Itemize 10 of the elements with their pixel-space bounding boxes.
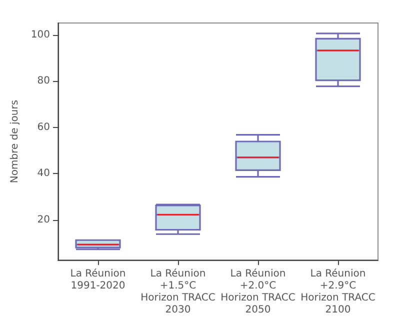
y-tick-label: 40 [37, 168, 50, 180]
y-axis-title: Nombre de jours [10, 100, 21, 184]
y-tick-label: 60 [37, 122, 50, 133]
x-tick-label: La Réunion +1.5°C Horizon TRACC 2030 [140, 268, 216, 316]
x-tick-label: La Réunion +2.0°C Horizon TRACC 2050 [220, 268, 296, 316]
x-tick-label: La Réunion +2.9°C Horizon TRACC 2100 [300, 268, 376, 316]
y-tick-label: 20 [37, 214, 50, 226]
y-tick-label: 100 [30, 30, 50, 41]
y-tick-label: 80 [37, 76, 50, 87]
x-tick-label: La Réunion 1991-2020 [70, 268, 126, 292]
